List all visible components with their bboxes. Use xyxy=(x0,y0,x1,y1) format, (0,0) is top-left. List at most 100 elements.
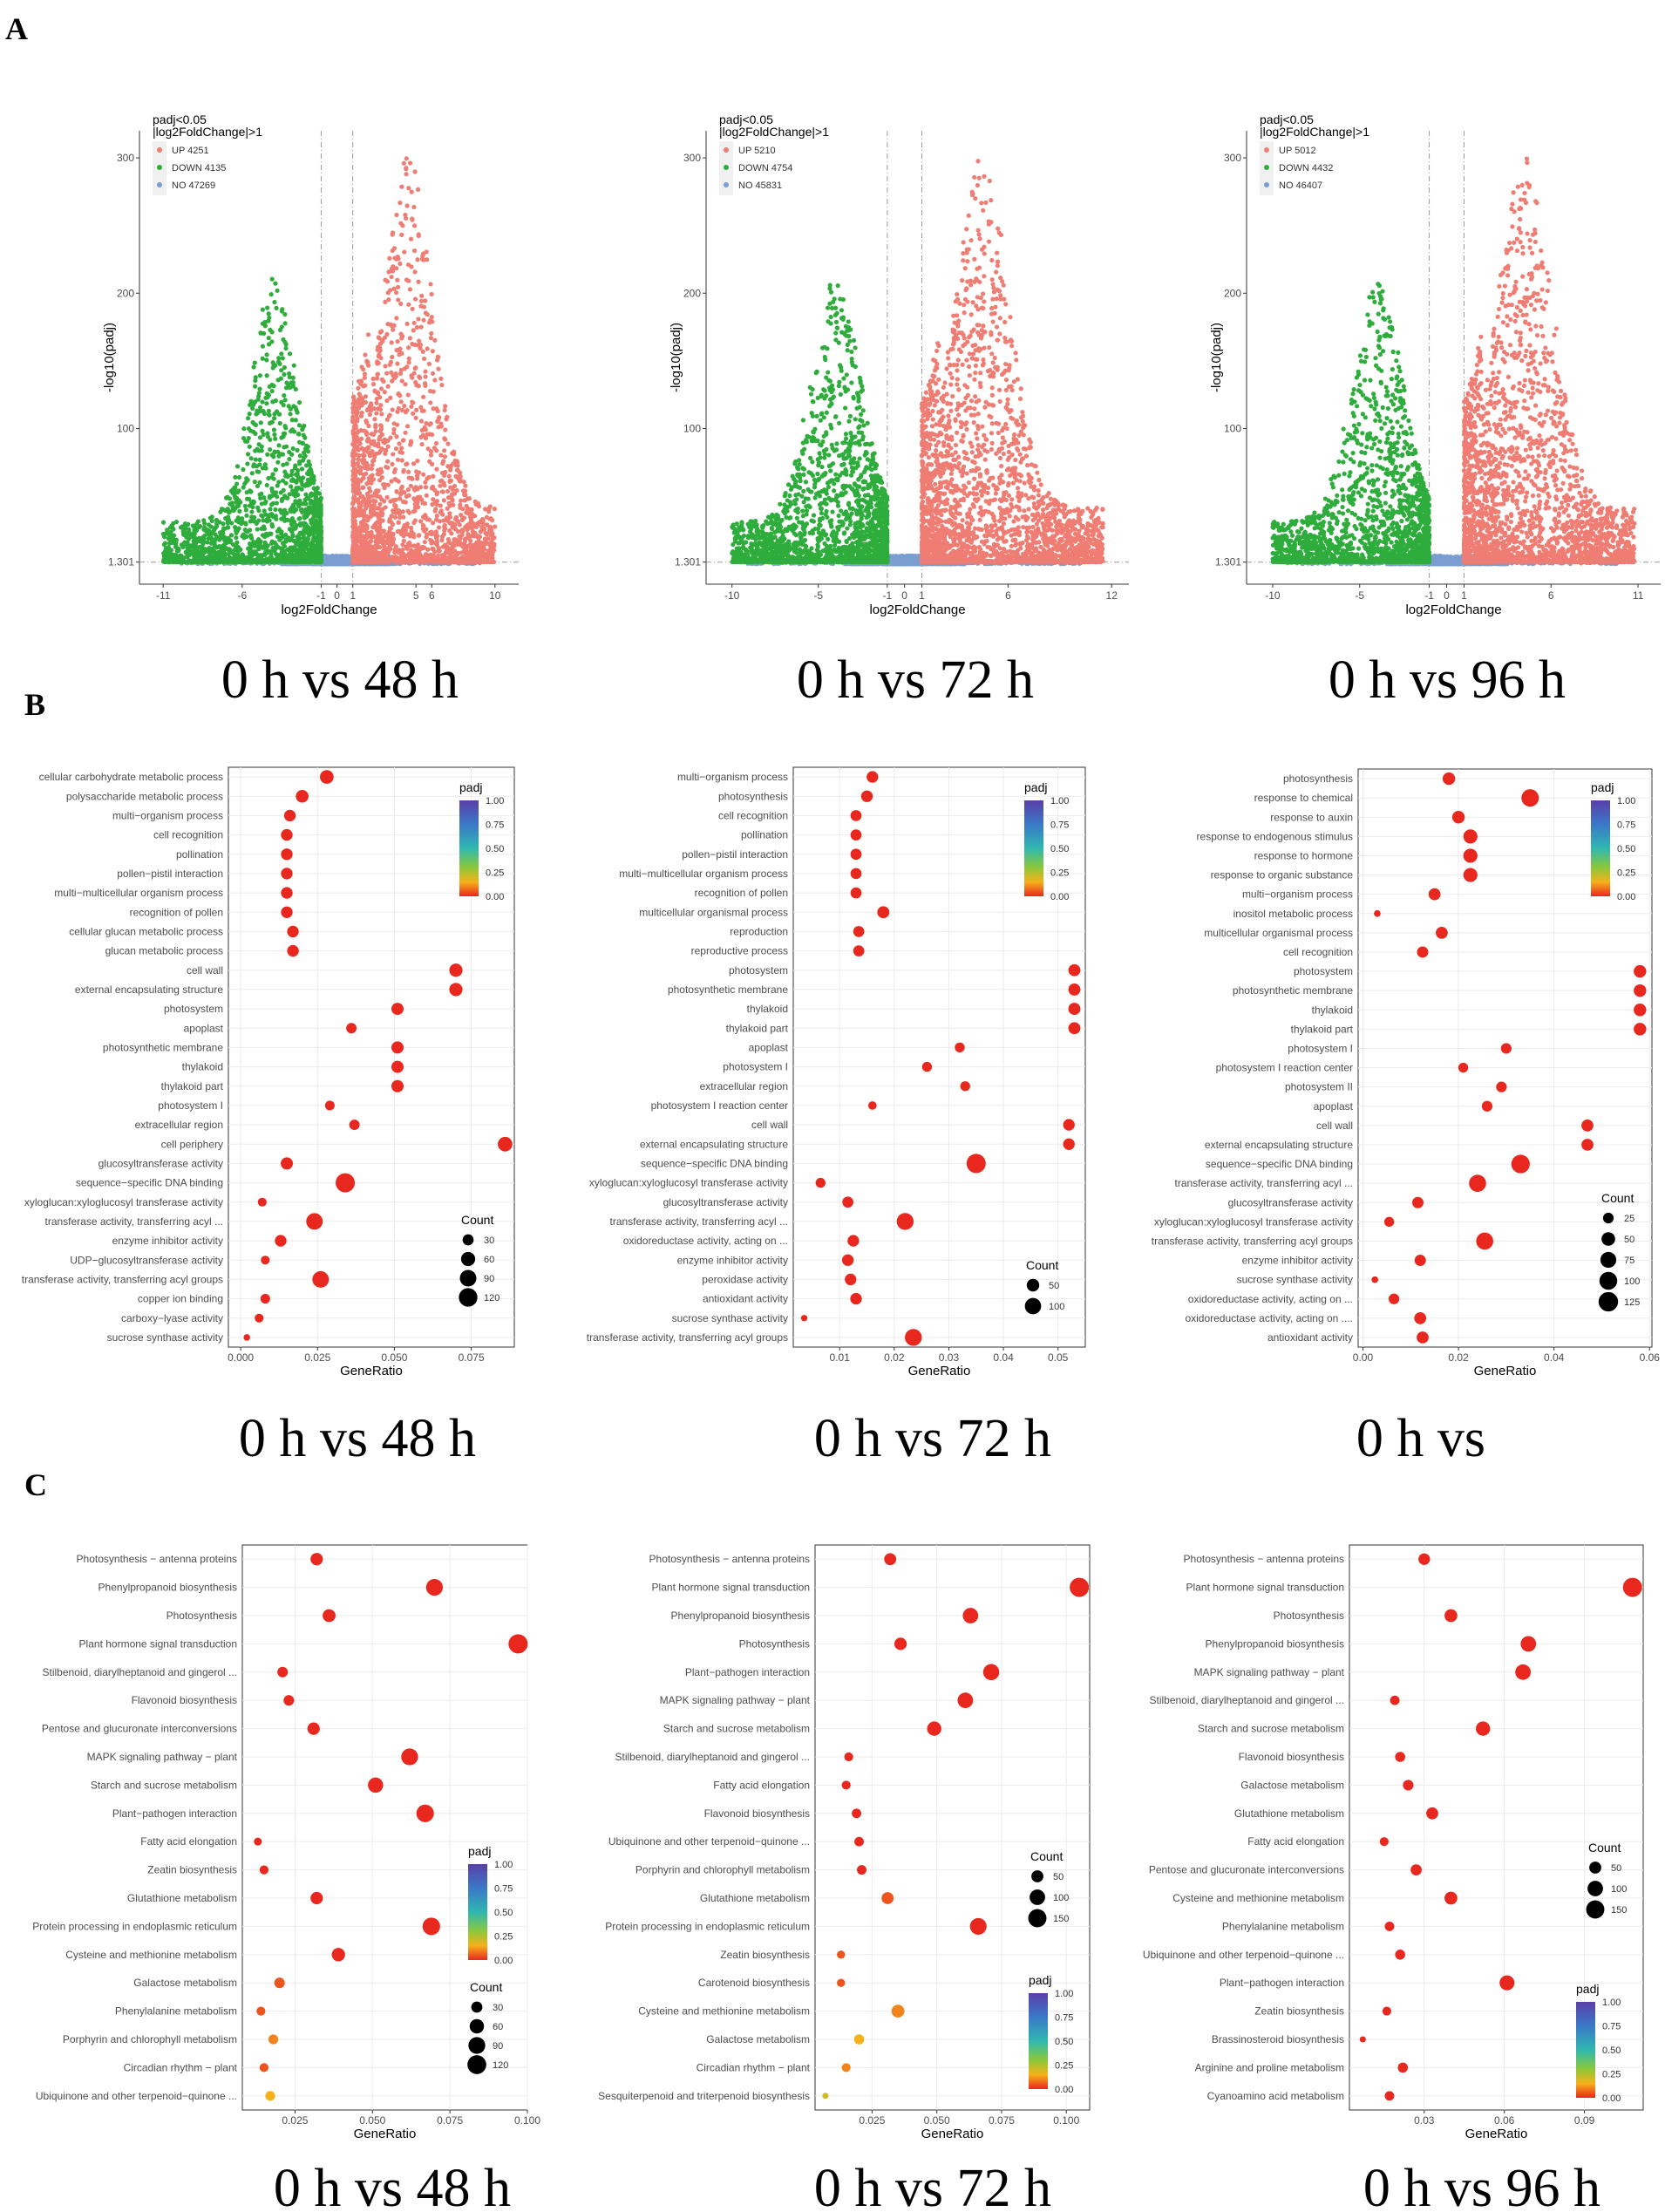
volcano-point-down xyxy=(234,500,239,505)
caption-b-2: 0 h vs 72 h xyxy=(814,1409,1051,1468)
volcano-point-up xyxy=(379,412,384,417)
volcano-point-down xyxy=(167,525,173,530)
volcano-point-up xyxy=(440,460,445,466)
volcano-point-down xyxy=(251,500,256,505)
volcano-point-up xyxy=(378,554,384,560)
volcano-point-up xyxy=(401,538,406,543)
volcano-point-up xyxy=(395,558,400,563)
volcano-point-up xyxy=(420,522,425,527)
volcano-point-down xyxy=(297,515,302,521)
volcano-point-up xyxy=(420,253,425,259)
volcano-point-up xyxy=(416,470,422,475)
volcano-point-up xyxy=(411,328,416,333)
volcano-point-down xyxy=(258,420,263,425)
volcano-point-down xyxy=(255,446,260,452)
volcano-point-down xyxy=(280,534,286,540)
volcano-point-up xyxy=(457,538,462,543)
volcano-points xyxy=(160,156,498,567)
volcano-point-down xyxy=(217,537,222,542)
volcano-point-down xyxy=(276,356,282,361)
volcano-point-up xyxy=(442,473,447,478)
volcano-point-down xyxy=(291,363,296,368)
volcano-point-down xyxy=(279,351,284,357)
volcano-point-up xyxy=(424,249,429,255)
volcano-point-up xyxy=(399,407,405,413)
volcano-point-down xyxy=(270,472,275,477)
volcano-point-up xyxy=(462,492,467,498)
volcano-point-down xyxy=(266,475,271,481)
volcano-point-down xyxy=(318,519,323,524)
volcano-point-up xyxy=(432,378,438,383)
volcano-point-up xyxy=(413,548,418,554)
volcano-point-down xyxy=(247,412,252,417)
volcano-point-up xyxy=(351,425,357,432)
volcano-point-up xyxy=(375,472,380,477)
volcano-point-up xyxy=(350,459,356,464)
volcano-point-up xyxy=(449,554,454,559)
volcano-point-down xyxy=(173,540,179,545)
volcano-point-up xyxy=(457,534,462,539)
volcano-point-down xyxy=(295,410,300,415)
volcano-point-up xyxy=(391,469,398,475)
volcano-point-down xyxy=(252,480,257,485)
volcano-point-up xyxy=(395,277,400,282)
volcano-point-up xyxy=(393,289,399,296)
volcano-point-up xyxy=(368,478,373,483)
volcano-point-up xyxy=(394,488,399,494)
volcano-point-up xyxy=(436,525,442,530)
volcano-point-up xyxy=(454,467,460,473)
caption-c-2: 0 h vs 72 h xyxy=(814,2159,1051,2212)
volcano-point-up xyxy=(418,375,423,381)
volcano-point-down xyxy=(311,512,316,517)
volcano-point-down xyxy=(307,541,312,548)
volcano-point-up xyxy=(350,401,356,406)
volcano-point-down xyxy=(209,518,214,524)
volcano-point-up xyxy=(398,221,404,226)
volcano-point-up xyxy=(447,503,452,508)
volcano-point-down xyxy=(309,469,314,474)
volcano-point-up xyxy=(408,236,414,242)
volcano-point-down xyxy=(241,466,246,473)
caption-c-1: 0 h vs 48 h xyxy=(274,2159,511,2212)
volcano-point-up xyxy=(435,408,440,413)
volcano-point-up xyxy=(373,451,378,457)
volcano-point-up xyxy=(406,302,411,307)
volcano-point-up xyxy=(423,485,429,490)
volcano-point-up xyxy=(433,440,439,446)
volcano-point-up xyxy=(357,507,364,512)
volcano-point-up xyxy=(386,413,391,419)
volcano-point-up xyxy=(411,531,416,537)
volcano-point-up xyxy=(358,379,364,385)
volcano-point-down xyxy=(273,281,278,286)
volcano-point-up xyxy=(453,473,459,479)
volcano-point-up xyxy=(351,394,357,399)
volcano-point-up xyxy=(442,522,447,528)
volcano-point-down xyxy=(268,292,274,297)
volcano-point-up xyxy=(413,485,418,490)
volcano-point-up xyxy=(432,337,438,343)
volcano-point-up xyxy=(364,446,369,452)
volcano-point-up xyxy=(433,534,439,541)
volcano-point-up xyxy=(382,543,387,548)
volcano-point-up xyxy=(428,453,434,458)
volcano-point-down xyxy=(234,464,241,469)
volcano-point-up xyxy=(378,386,384,391)
volcano-point-up xyxy=(463,555,469,561)
volcano-point-up xyxy=(369,506,374,511)
volcano-point-up xyxy=(423,369,428,374)
volcano-point-down xyxy=(245,452,251,457)
volcano-point-up xyxy=(365,360,370,365)
volcano-point-up xyxy=(447,478,452,484)
volcano-point-up xyxy=(398,261,403,267)
volcano-point-down xyxy=(282,321,288,326)
volcano-point-down xyxy=(197,524,202,530)
volcano-point-up xyxy=(418,419,425,424)
volcano-point-up xyxy=(468,518,474,523)
volcano-point-up xyxy=(441,498,446,503)
volcano-point-down xyxy=(259,491,264,496)
volcano-point-up xyxy=(438,503,443,508)
volcano-point-up xyxy=(386,269,391,275)
volcano-point-up xyxy=(411,461,417,466)
volcano-point-up xyxy=(362,375,367,380)
volcano-point-up xyxy=(438,421,444,426)
